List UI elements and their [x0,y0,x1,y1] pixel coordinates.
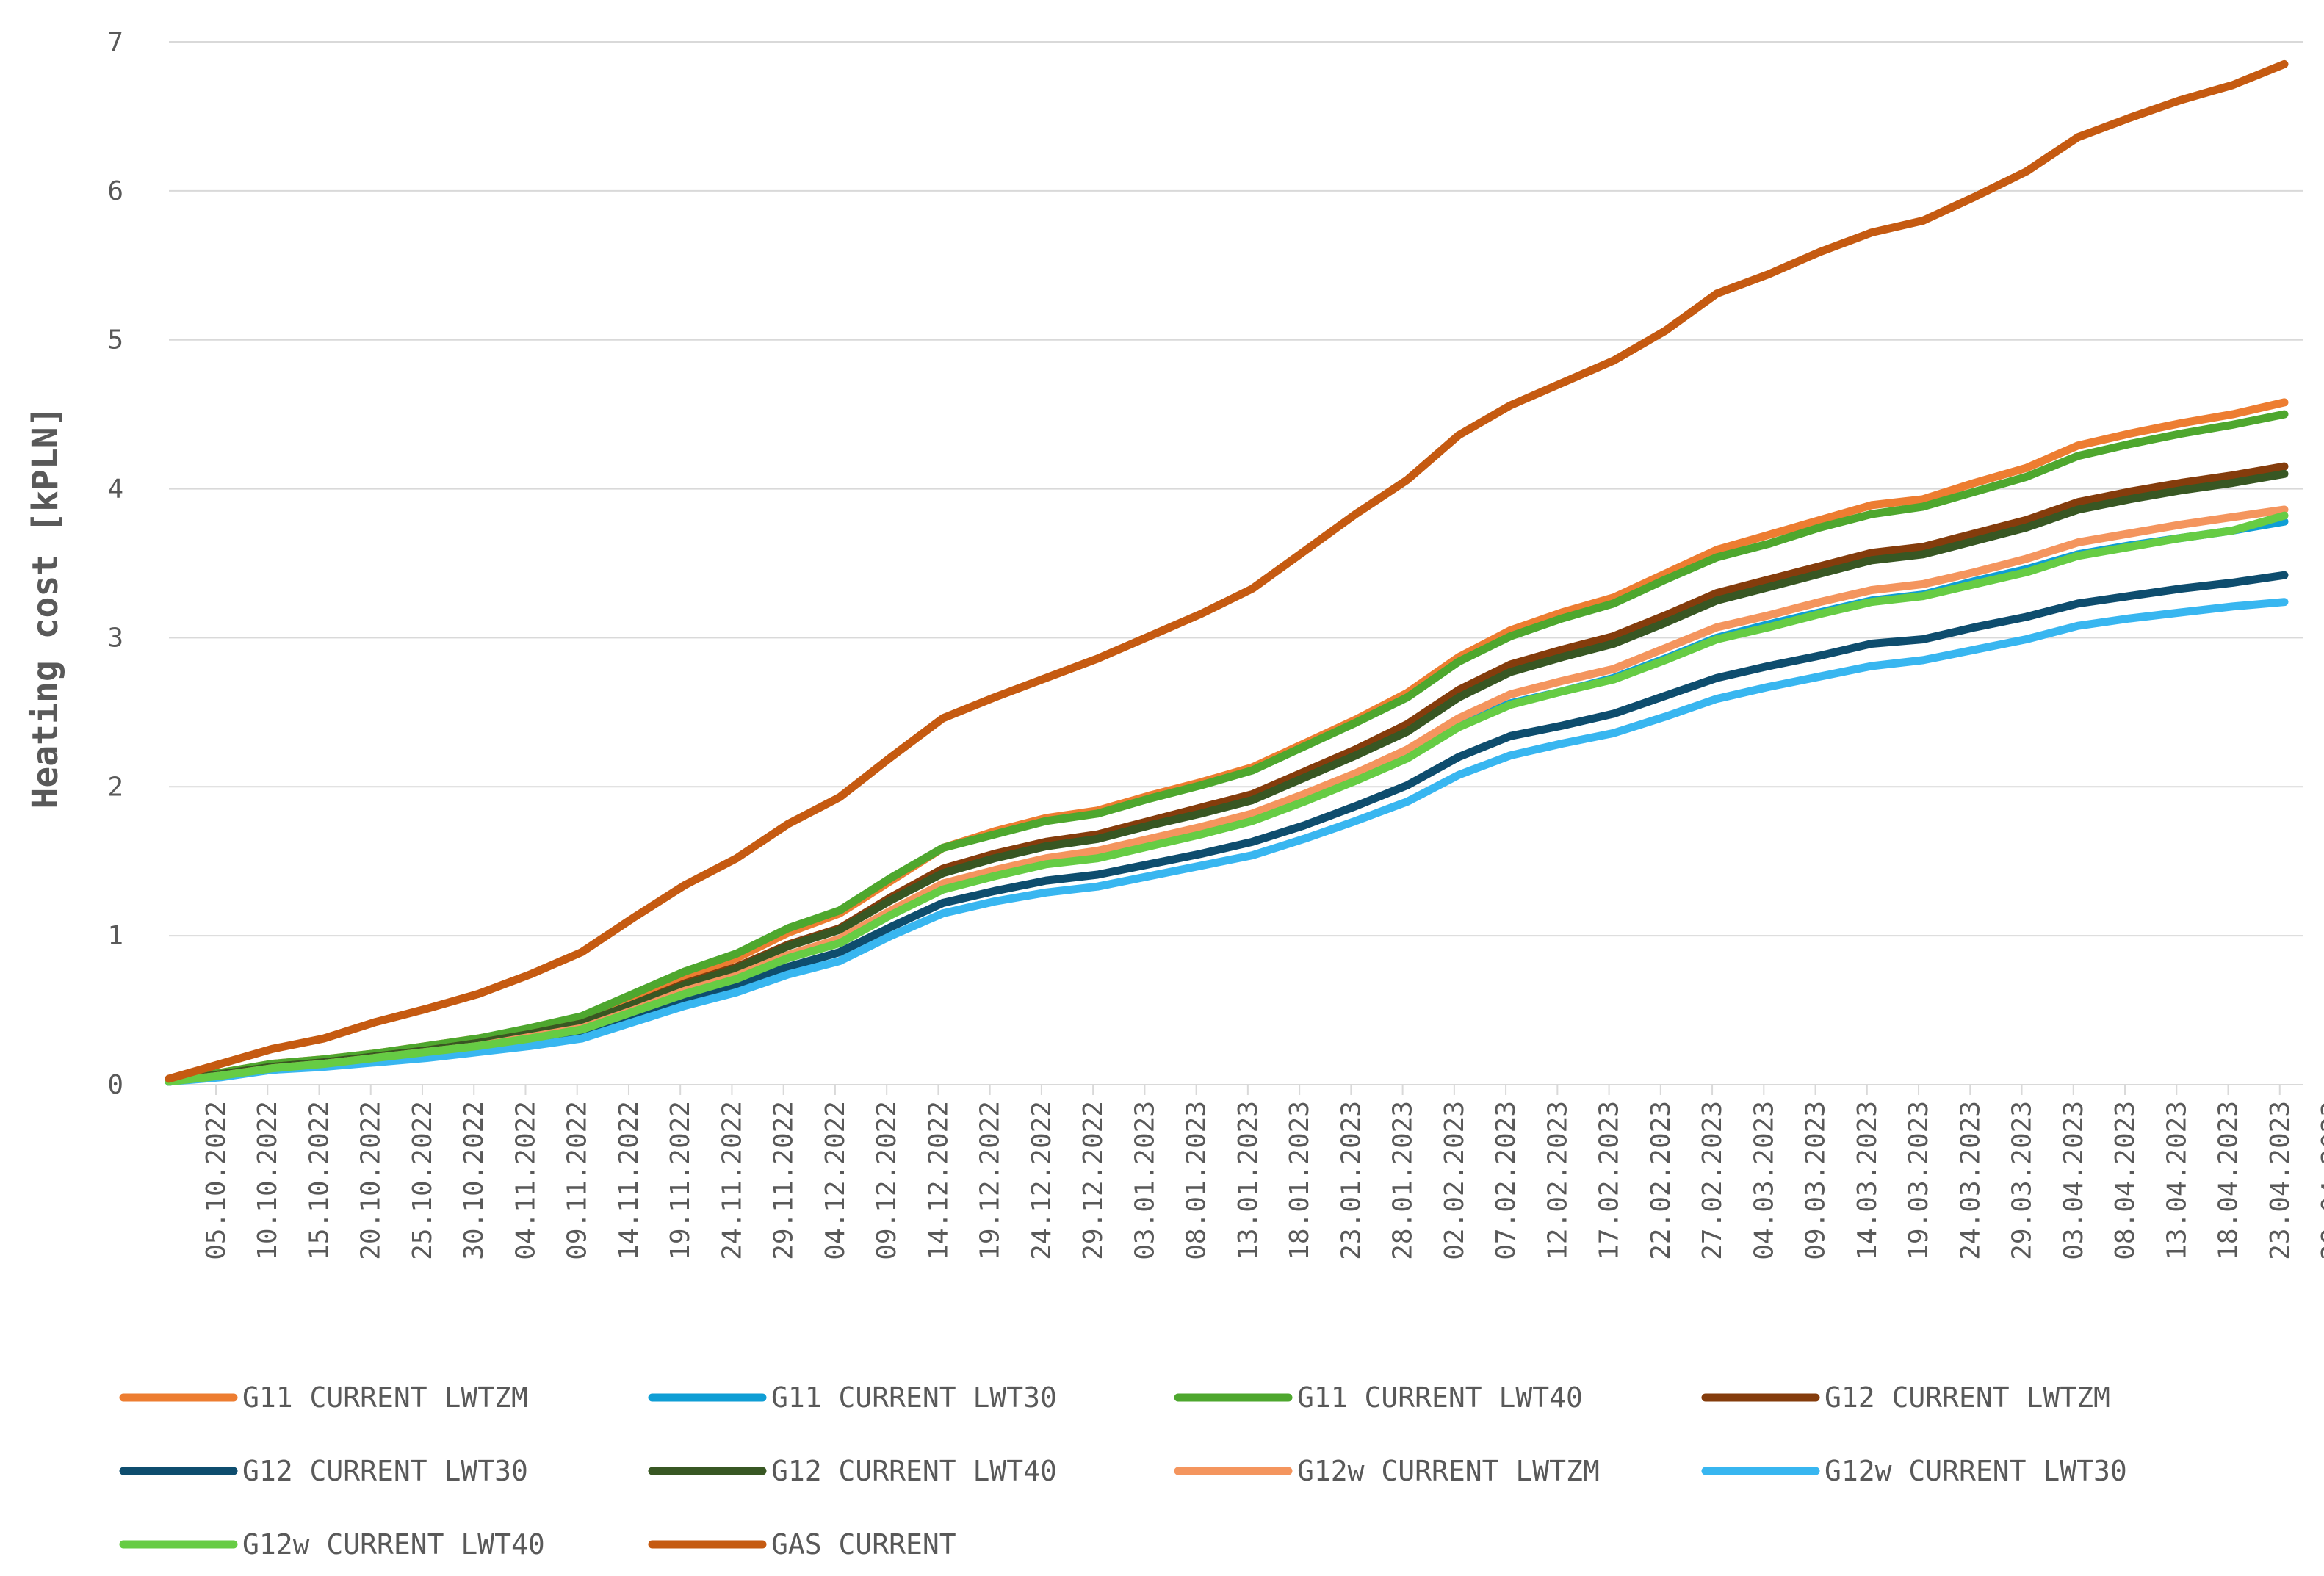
gridlines [169,41,2303,937]
y-tick-label: 0 [107,1070,123,1100]
y-tick-label: 5 [107,325,123,355]
x-tick-label: 19.12.2022 [975,1101,1006,1260]
x-tick-label: 29.03.2023 [2007,1101,2038,1260]
x-tick-label: 02.02.2023 [1440,1101,1470,1260]
x-tick-label: 04.03.2023 [1749,1101,1779,1260]
x-tick-label: 28.01.2023 [1388,1101,1418,1260]
series-line-0 [165,398,2289,1085]
legend-label: G11 CURRENT LWT30 [771,1381,1057,1414]
x-tick-label: 30.10.2022 [459,1101,489,1260]
x-tick-label: 08.04.2023 [2110,1101,2140,1260]
x-tick-label: 19.11.2022 [665,1101,696,1260]
x-tick-label: 14.12.2022 [923,1101,953,1260]
series-lines [165,59,2289,1086]
x-tick-label: 25.10.2022 [408,1101,438,1260]
x-tick-label: 24.12.2022 [1027,1101,1057,1260]
x-tick-label: 20.10.2022 [356,1101,386,1260]
legend-label: G12w CURRENT LWT30 [1825,1455,2127,1487]
x-tick-label: 10.10.2022 [253,1101,283,1260]
x-tick-label: 05.10.2022 [201,1101,231,1260]
x-tick-label: 18.04.2023 [2214,1101,2244,1260]
y-tick-label: 3 [107,623,123,653]
x-tick-label: 09.12.2022 [872,1101,902,1260]
series-line-2 [165,410,2289,1085]
series-line-7 [165,598,2289,1086]
x-tick-label: 29.11.2022 [769,1101,799,1260]
y-tick-label: 7 [107,27,123,57]
x-tick-label: 13.04.2023 [2162,1101,2192,1260]
legend-label: G12 CURRENT LWT40 [771,1455,1057,1487]
legend-label: G12 CURRENT LWT30 [242,1455,528,1487]
legend-label: G12 CURRENT LWTZM [1825,1381,2110,1414]
x-tick-label: 17.02.2023 [1595,1101,1625,1260]
x-tick-label: 22.02.2023 [1646,1101,1676,1260]
y-tick-label: 2 [107,772,123,802]
y-tick-label: 1 [107,921,123,951]
x-tick-label: 19.03.2023 [1904,1101,1934,1260]
x-tick-label: 12.02.2023 [1542,1101,1573,1260]
x-tick-label: 28.04.2023 [2317,1101,2324,1260]
series-line-8 [165,511,2289,1086]
x-axis-ticks: 05.10.2022 10.10.2022 15.10.2022 20.10.2022… [201,1085,2324,1260]
x-tick-label: 27.02.2023 [1697,1101,1728,1260]
x-tick-label: 07.02.2023 [1491,1101,1521,1260]
legend-label: G11 CURRENT LWTZM [242,1381,528,1414]
series-line-6 [165,505,2289,1086]
legend-label: GAS CURRENT [771,1528,956,1561]
x-tick-label: 15.10.2022 [304,1101,334,1260]
x-tick-label: 14.11.2022 [614,1101,644,1260]
y-tick-label: 6 [107,176,123,206]
x-tick-label: 24.03.2023 [1955,1101,1985,1260]
x-tick-label: 04.11.2022 [510,1101,541,1260]
legend-label: G12w CURRENT LWTZM [1297,1455,1600,1487]
x-tick-label: 09.03.2023 [1801,1101,1831,1260]
x-tick-label: 09.11.2022 [563,1101,593,1260]
legend-label: G11 CURRENT LWT40 [1297,1381,1583,1414]
x-tick-label: 23.04.2023 [2265,1101,2295,1260]
series-line-9 [165,59,2289,1083]
y-axis-label: Heating cost [kPLN] [25,405,66,809]
x-tick-label: 08.01.2023 [1182,1101,1212,1260]
x-tick-label: 03.04.2023 [2059,1101,2089,1260]
x-tick-label: 13.01.2023 [1233,1101,1263,1260]
x-tick-label: 29.12.2022 [1078,1101,1108,1260]
x-tick-label: 23.01.2023 [1336,1101,1366,1260]
x-tick-label: 24.11.2022 [717,1101,747,1260]
legend: G11 CURRENT LWTZM G11 CURRENT LWT30 G11 CU… [119,1381,2127,1561]
x-tick-label: 18.01.2023 [1285,1101,1315,1260]
x-tick-label: 14.03.2023 [1852,1101,1883,1260]
x-tick-label: 04.12.2022 [820,1101,851,1260]
y-tick-label: 4 [107,474,123,505]
legend-label: G12w CURRENT LWT40 [242,1528,545,1561]
y-axis-ticks: 0 1 2 3 4 5 6 7 [107,27,123,1100]
x-tick-label: 03.01.2023 [1130,1101,1160,1260]
